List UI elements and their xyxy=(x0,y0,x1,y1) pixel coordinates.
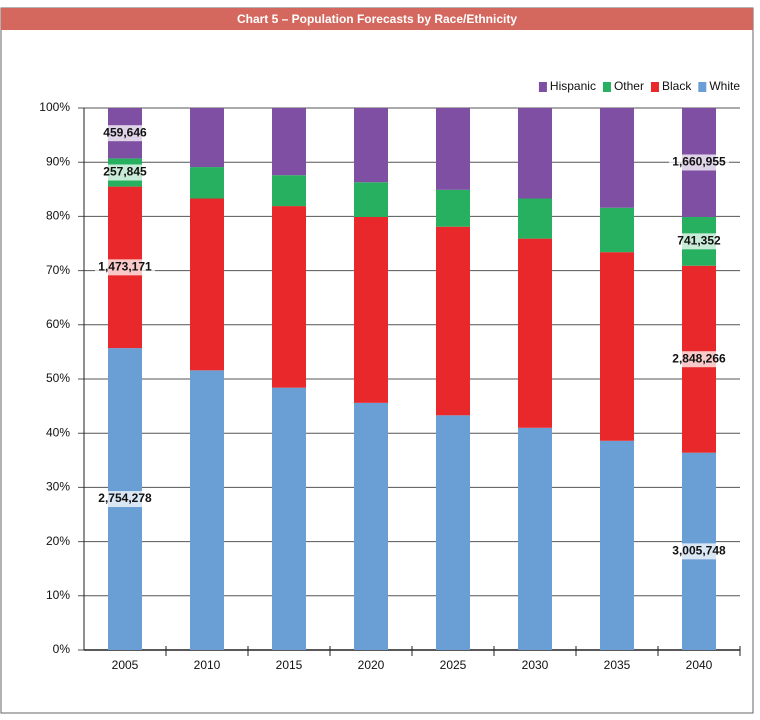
y-tick-label: 50% xyxy=(46,371,70,385)
bar-segment xyxy=(272,387,306,650)
legend-label: Black xyxy=(662,79,692,93)
count-label-bg xyxy=(95,164,155,181)
bar-segment xyxy=(600,207,634,253)
y-tick-label: 70% xyxy=(46,263,70,277)
count-label: 459,646 xyxy=(103,125,147,139)
count-label-bg xyxy=(95,491,155,508)
count-label: 1,473,171 xyxy=(98,260,152,274)
count-label: 741,352 xyxy=(677,234,721,248)
count-label-bg xyxy=(95,125,155,142)
bar-segment xyxy=(436,189,470,227)
count-label: 2,848,266 xyxy=(672,351,726,365)
x-tick-label: 2040 xyxy=(686,658,713,672)
count-label-bg xyxy=(669,233,729,250)
x-tick-label: 2030 xyxy=(522,658,549,672)
bar-segment xyxy=(436,415,470,650)
bar-segment xyxy=(354,182,388,217)
bar-segment xyxy=(518,238,552,428)
bar-segment xyxy=(190,198,224,371)
x-tick-label: 2015 xyxy=(276,658,303,672)
bar-segment xyxy=(600,252,634,441)
legend-swatch xyxy=(650,82,659,92)
count-label: 1,660,955 xyxy=(672,155,726,169)
bar-segment xyxy=(518,198,552,239)
y-tick-label: 10% xyxy=(46,588,70,602)
bar-segment xyxy=(354,108,388,183)
y-tick-label: 40% xyxy=(46,425,70,439)
y-tick-label: 0% xyxy=(53,642,71,656)
bar-segment xyxy=(600,108,634,208)
bar-segment xyxy=(518,427,552,650)
bar-segment xyxy=(190,108,224,168)
y-tick-label: 100% xyxy=(39,100,70,114)
count-label-bg xyxy=(669,351,729,368)
bar-segment xyxy=(354,402,388,650)
bar-segment xyxy=(190,370,224,650)
bar-segment xyxy=(272,206,306,388)
x-tick-label: 2010 xyxy=(194,658,221,672)
y-tick-label: 80% xyxy=(46,209,70,223)
bar-segment xyxy=(272,108,306,176)
y-tick-label: 30% xyxy=(46,480,70,494)
x-tick-label: 2005 xyxy=(112,658,139,672)
count-label-bg xyxy=(669,154,729,171)
y-tick-label: 60% xyxy=(46,317,70,331)
legend-label: White xyxy=(709,79,740,93)
chart-title: Chart 5 – Population Forecasts by Race/E… xyxy=(237,12,517,26)
bar-segment xyxy=(600,440,634,650)
y-tick-label: 90% xyxy=(46,154,70,168)
bar-segment xyxy=(272,175,306,207)
y-tick-label: 20% xyxy=(46,534,70,548)
count-label: 2,754,278 xyxy=(98,491,152,505)
bar-segment xyxy=(436,226,470,416)
legend-swatch xyxy=(602,82,611,92)
title-bar xyxy=(1,8,753,30)
bar-segment xyxy=(518,108,552,199)
bar-segment xyxy=(354,216,388,403)
legend-label: Hispanic xyxy=(550,79,596,93)
legend-label: Other xyxy=(614,79,644,93)
count-label: 3,005,748 xyxy=(672,544,726,558)
x-tick-label: 2020 xyxy=(358,658,385,672)
bar-segment xyxy=(436,108,470,190)
legend-swatch xyxy=(538,82,547,92)
x-tick-label: 2025 xyxy=(440,658,467,672)
legend-swatch xyxy=(698,82,707,92)
bar-segment xyxy=(190,167,224,199)
count-label: 257,845 xyxy=(103,165,147,179)
count-label-bg xyxy=(669,543,729,560)
x-tick-label: 2035 xyxy=(604,658,631,672)
count-label-bg xyxy=(95,259,155,276)
